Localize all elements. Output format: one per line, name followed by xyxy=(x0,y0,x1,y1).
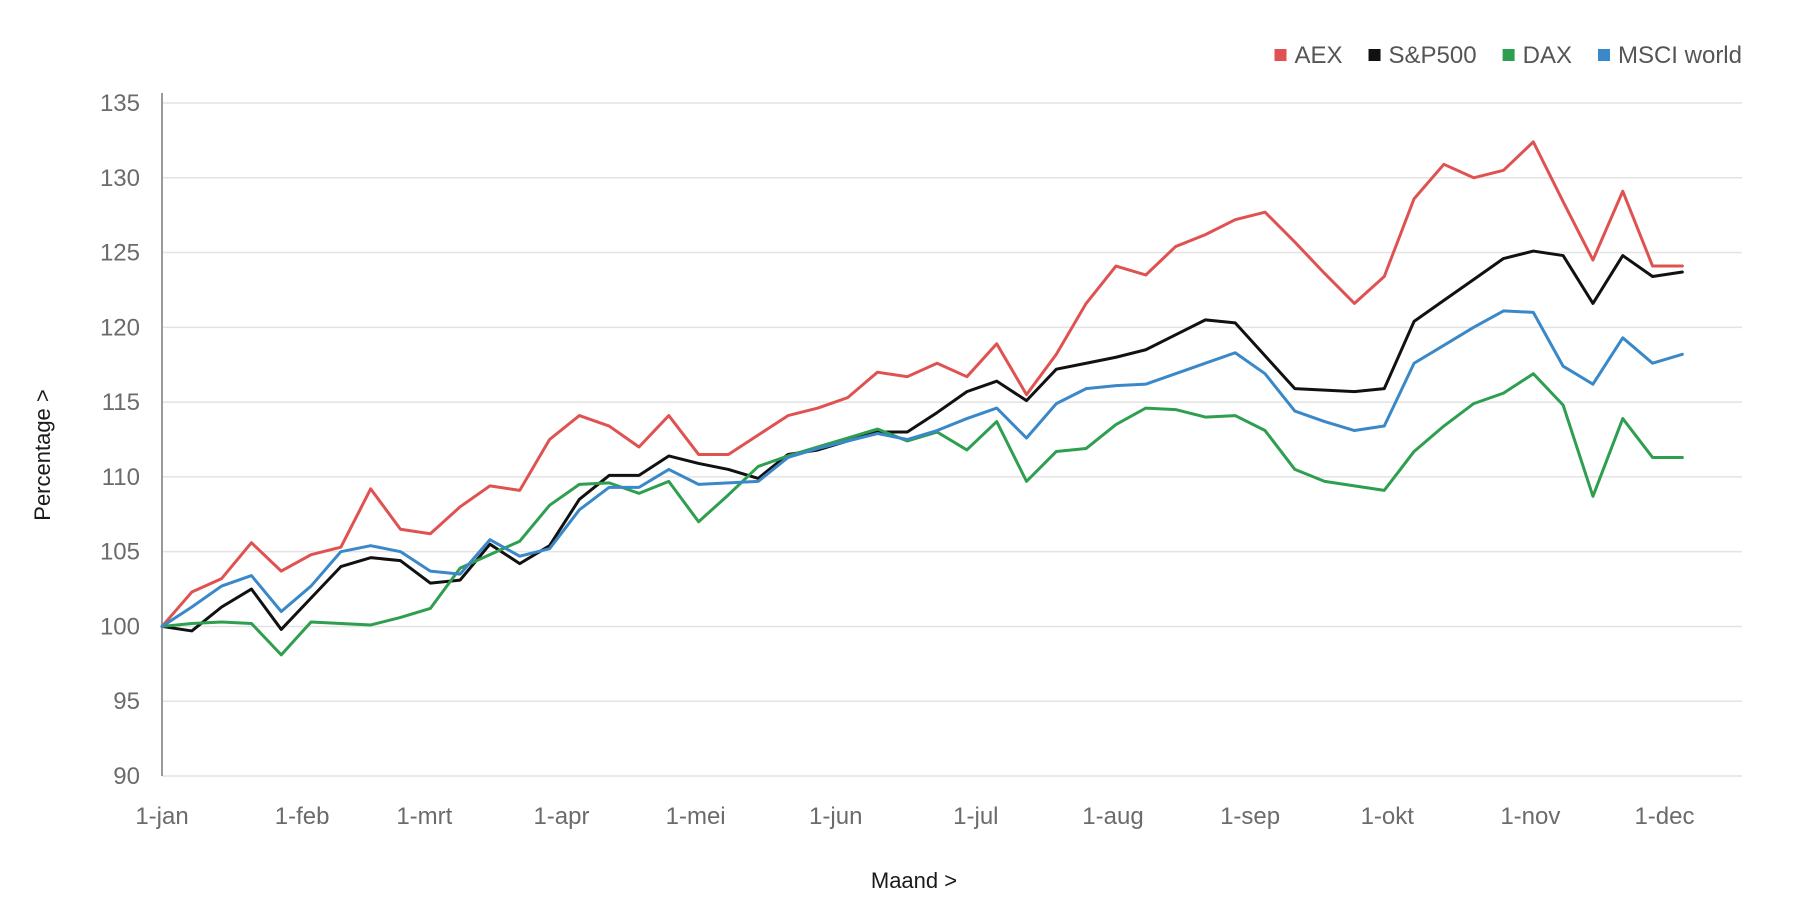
y-tick-label: 105 xyxy=(100,539,140,566)
legend-swatch xyxy=(1274,49,1287,61)
y-tick-label: 90 xyxy=(113,763,140,790)
y-tick-label: 125 xyxy=(100,240,140,267)
series-layer xyxy=(160,140,1684,657)
x-tick-label: 1-mei xyxy=(666,803,726,830)
legend: AEX S&P500 DAX MSCI world xyxy=(1274,42,1742,69)
x-tick-label: 1-nov xyxy=(1500,803,1560,830)
legend-label: DAX xyxy=(1523,42,1572,69)
y-tick-label: 100 xyxy=(100,613,140,640)
legend-swatch xyxy=(1368,49,1381,61)
y-tick-label: 115 xyxy=(102,389,140,416)
y-tick-label: 120 xyxy=(100,314,140,341)
x-tick-label: 1-jun xyxy=(809,803,862,830)
x-tick-label: 1-jan xyxy=(135,803,188,830)
x-tick-label: 1-mrt xyxy=(396,803,452,830)
y-tick-label: 135 xyxy=(100,90,140,117)
x-axis-title: Maand > xyxy=(871,868,957,893)
legend-swatch xyxy=(1502,49,1515,61)
y-tick-label: 95 xyxy=(113,688,140,715)
x-tick-label: 1-jul xyxy=(953,803,998,830)
series-s-p500 xyxy=(160,249,1684,633)
x-tick-label: 1-sep xyxy=(1220,803,1280,830)
x-tick-label: 1-feb xyxy=(275,803,330,830)
series-aex xyxy=(160,140,1684,628)
legend-label: AEX xyxy=(1295,42,1343,69)
series-line-aex xyxy=(160,140,1684,628)
x-tick-label: 1-aug xyxy=(1082,803,1143,830)
y-tick-label: 110 xyxy=(102,464,140,491)
x-tick-label: 1-okt xyxy=(1361,803,1415,830)
y-tick-label: 130 xyxy=(100,165,140,192)
legend-swatch xyxy=(1597,49,1610,61)
series-line-s-p500 xyxy=(160,249,1684,633)
legend-label: S&P500 xyxy=(1389,42,1477,69)
series-msci-world xyxy=(160,309,1684,628)
x-tick-label: 1-apr xyxy=(533,803,589,830)
x-tick-label: 1-dec xyxy=(1634,803,1694,830)
legend-label: MSCI world xyxy=(1618,42,1742,69)
y-axis-title: Percentage > xyxy=(30,389,55,520)
series-line-msci-world xyxy=(160,309,1684,628)
axis-layer: 90 95 100 105 110 115 120 125 130 135 1-jan 1-feb 1-… xyxy=(100,90,1695,830)
